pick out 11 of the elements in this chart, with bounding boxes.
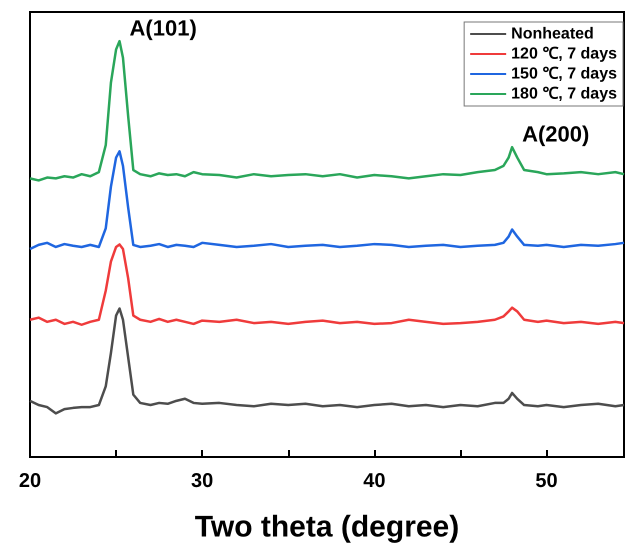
x-axis-title: Two theta (degree) <box>194 510 460 544</box>
legend-label: Nonheated <box>511 26 594 42</box>
x-tick-label: 30 <box>191 470 214 492</box>
legend-label: 120 ℃, 7 days <box>511 46 618 62</box>
annotation: A(200) <box>522 122 590 147</box>
annotation: A(101) <box>130 16 197 41</box>
x-tick-label: 40 <box>363 470 386 492</box>
legend-label: 150 ℃, 7 days <box>511 66 618 82</box>
x-tick-label: 20 <box>18 470 42 492</box>
x-tick-label: 50 <box>535 470 558 492</box>
legend-label: 180 ℃, 7 days <box>511 86 618 102</box>
